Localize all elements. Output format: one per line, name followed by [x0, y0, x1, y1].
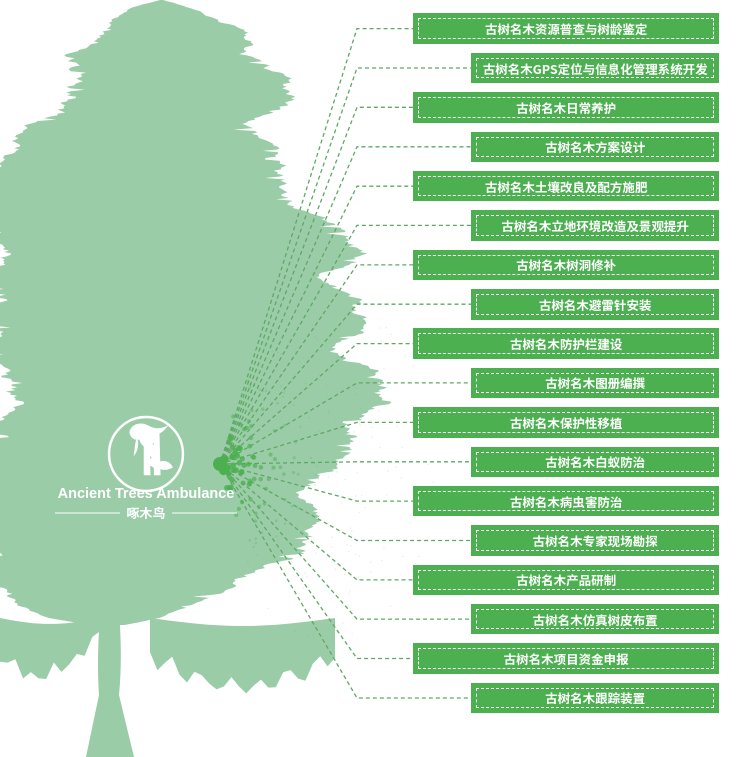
svg-text:啄木鸟: 啄木鸟 [126, 505, 165, 521]
